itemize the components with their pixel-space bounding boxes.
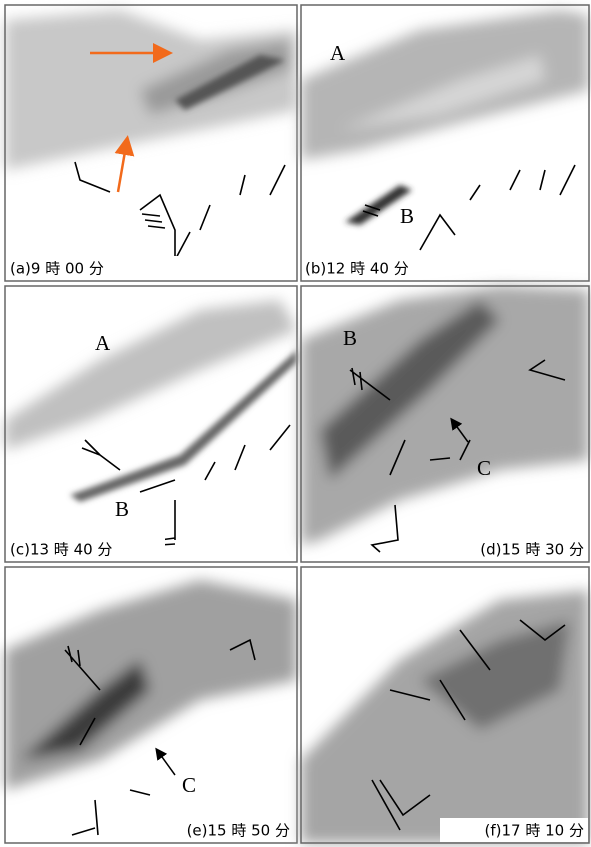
figure: (a)9 時 00 分 (b)12 時 40 分 A B (c)13 時 40 …: [0, 0, 591, 847]
panel-b: (b)12 時 40 分 A B: [301, 5, 589, 281]
panel-label: (d)15 時 30 分: [480, 541, 584, 559]
panel-f: (f)17 時 10 分: [301, 567, 589, 843]
annotation: A: [330, 41, 346, 65]
panel-a: (a)9 時 00 分: [5, 5, 297, 281]
panel-d: (d)15 時 30 分 B C: [301, 286, 589, 562]
annotation: B: [343, 326, 357, 350]
panel-label: (e)15 時 50 分: [187, 822, 290, 840]
panel-c: (c)13 時 40 分 A B: [5, 286, 297, 562]
annotation: B: [115, 497, 129, 521]
annotation: C: [477, 456, 491, 480]
panel-e: (e)15 時 50 分 C: [5, 567, 297, 843]
annotation: B: [400, 204, 414, 228]
panel-label: (c)13 時 40 分: [10, 541, 112, 559]
panel-label: (f)17 時 10 分: [485, 822, 584, 840]
panel-label: (b)12 時 40 分: [305, 260, 409, 278]
panel-label: (a)9 時 00 分: [10, 260, 104, 278]
annotation: A: [95, 331, 111, 355]
annotation: C: [182, 773, 196, 797]
